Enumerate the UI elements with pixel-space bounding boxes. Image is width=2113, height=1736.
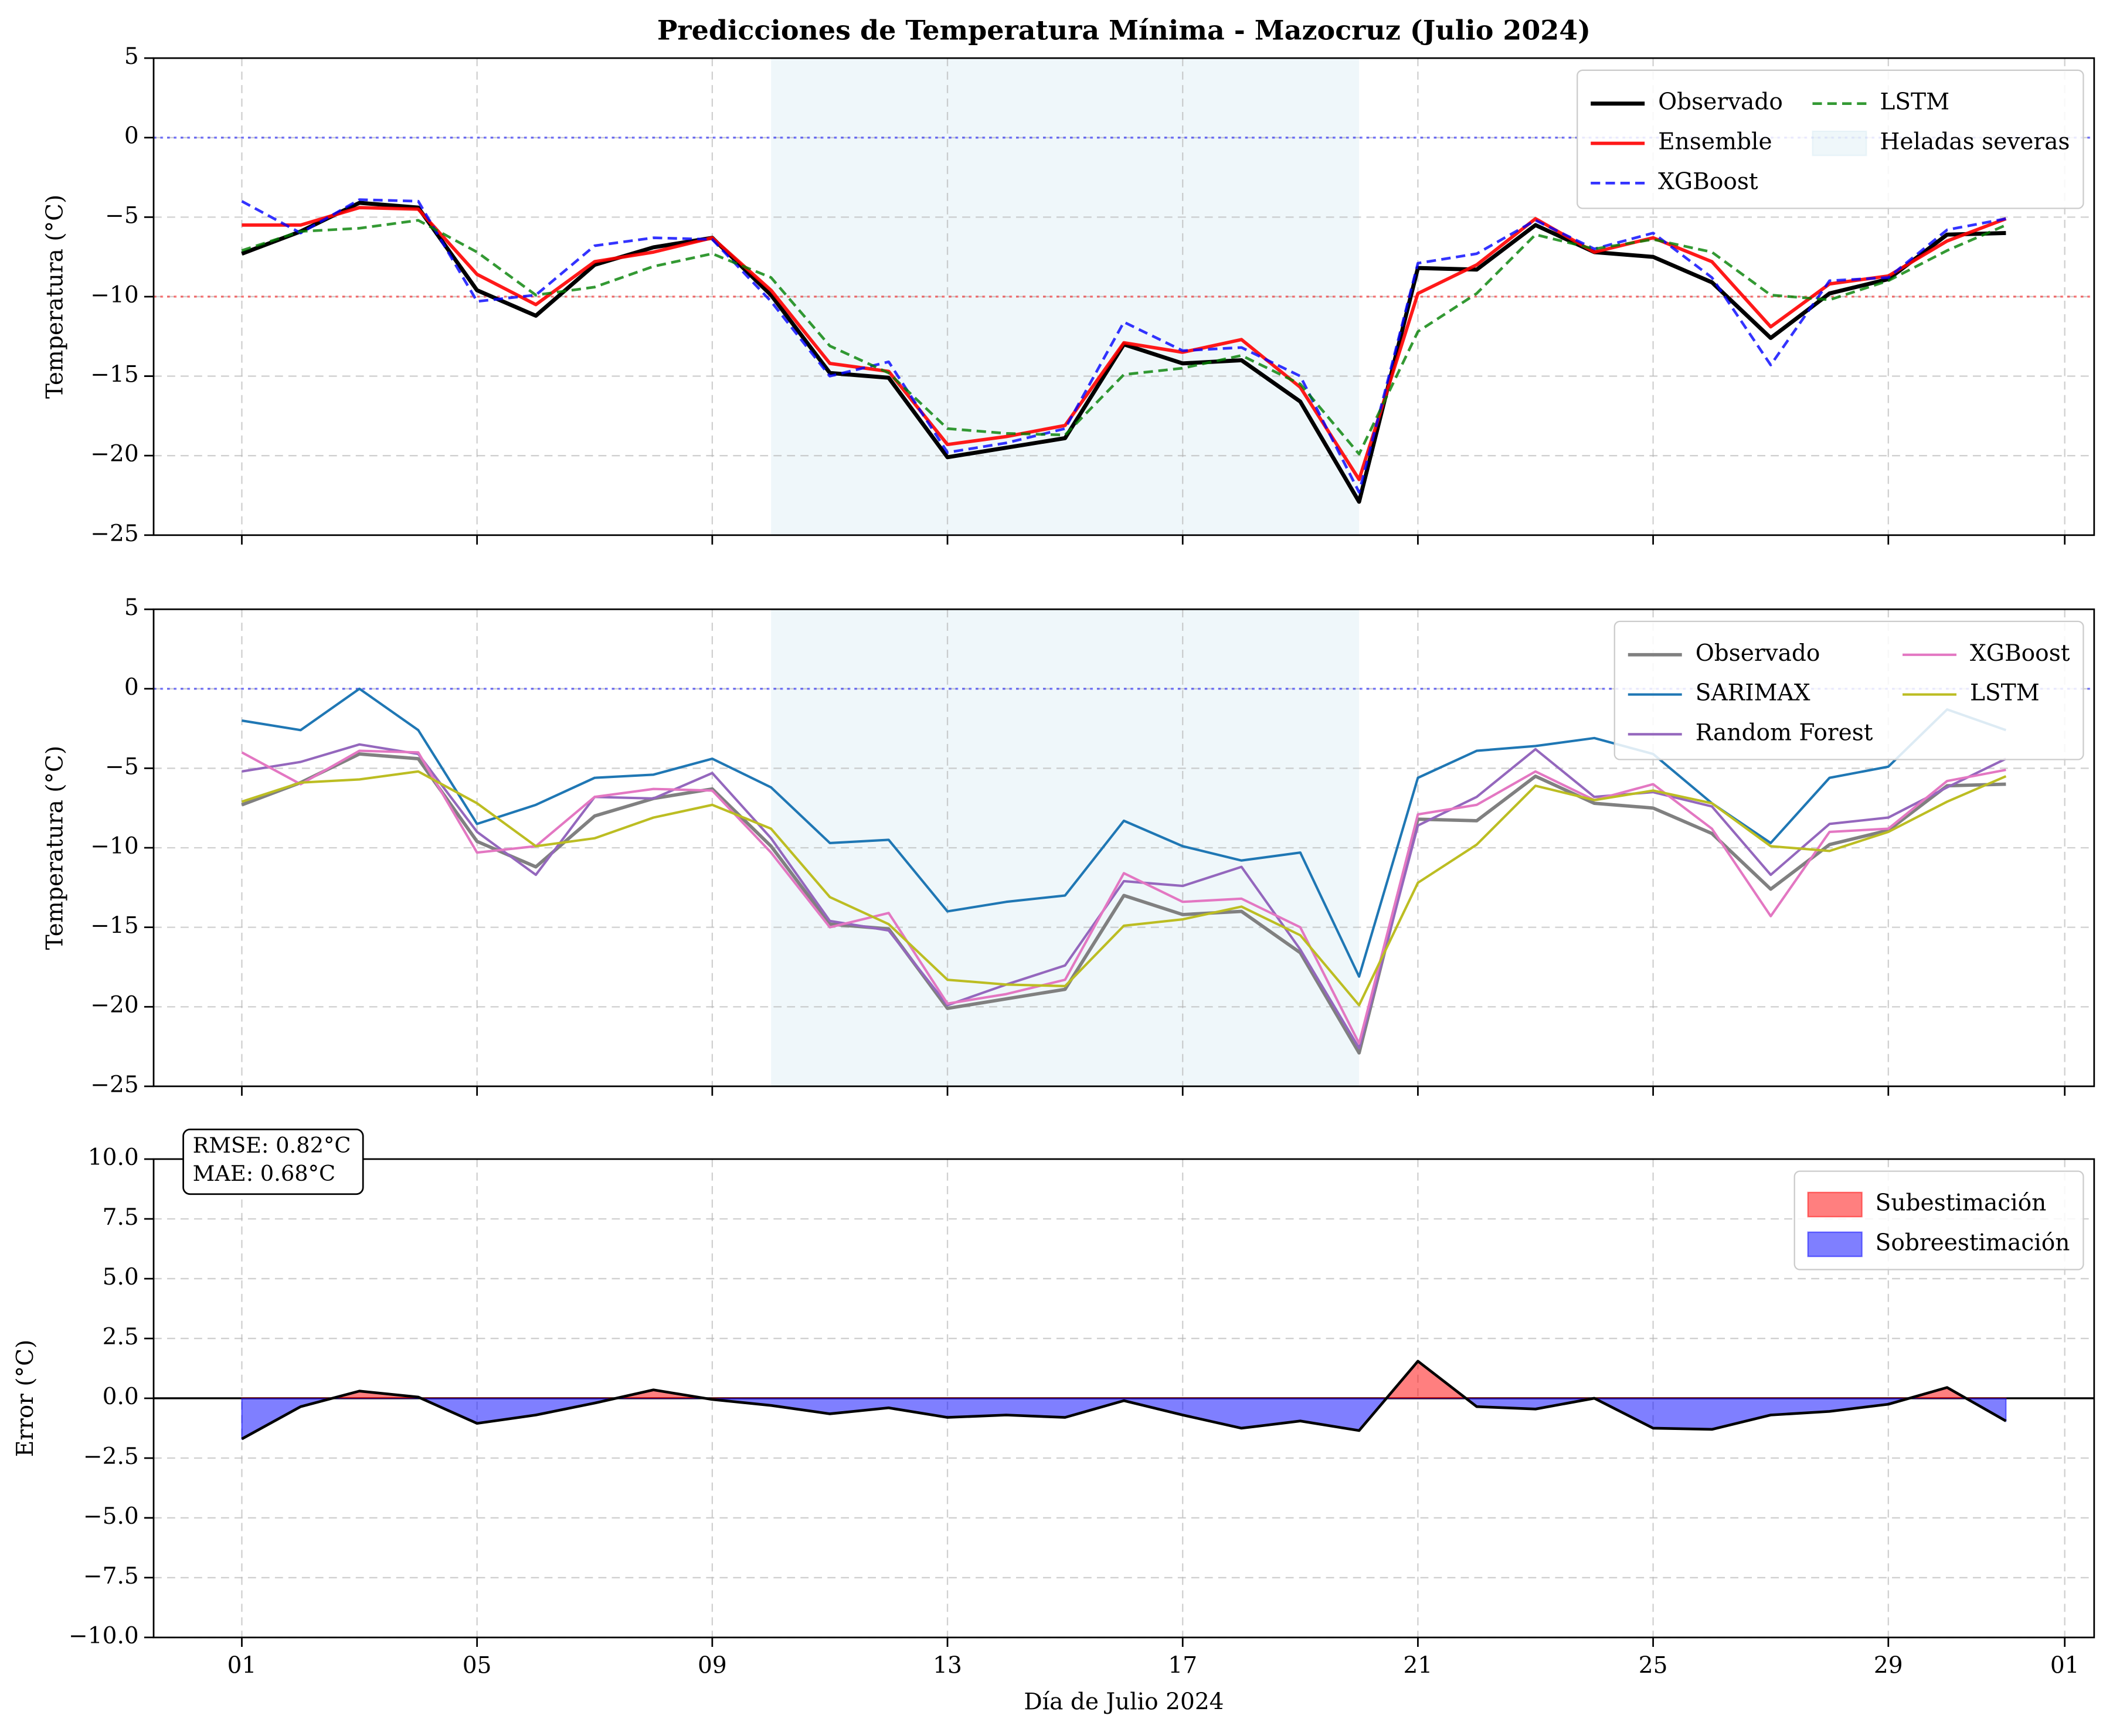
y-tick-label: 7.5 — [103, 1204, 139, 1231]
legend-frame — [1793, 1170, 2084, 1270]
series-line — [241, 219, 2007, 456]
y-tick-label: −5.0 — [83, 1503, 139, 1530]
chart-title: Predicciones de Temperatura Mínima - Maz… — [657, 14, 1591, 46]
x-tick-label: 01 — [227, 1652, 257, 1679]
y-tick-label: −5 — [105, 753, 139, 780]
legend-label: Sobreestimación — [1876, 1229, 2070, 1256]
axes-frame — [152, 608, 2095, 1088]
series-line — [241, 1360, 2007, 1441]
y-axis-label: Temperatura (°C) — [42, 195, 69, 399]
legend-label: LSTM — [1880, 89, 1949, 115]
y-tick-label: −15 — [90, 913, 138, 939]
y-tick-label: −25 — [90, 521, 138, 547]
legend-label: Ensemble — [1658, 128, 1772, 155]
y-tick-label: −20 — [90, 441, 138, 467]
legend-label: LSTM — [1970, 680, 2040, 706]
legend-handle — [1812, 130, 1867, 157]
legend-frame — [1577, 69, 2084, 209]
x-tick-label: 29 — [1874, 1652, 1903, 1679]
annotation-box — [182, 1129, 364, 1195]
series-line — [241, 770, 2007, 1007]
legend: Observado Ensemble XGBoost LSTM Heladas seve… — [1577, 69, 2084, 209]
annotation: MAE: 0.68°C — [193, 1161, 335, 1186]
legend-label: XGBoost — [1658, 168, 1758, 195]
x-tick-label: 01 — [2050, 1652, 2080, 1679]
legend: Subestimación Sobreestimación — [1793, 1170, 2084, 1270]
panel: −25 −20 −15 −10 −5 0 5 Temperatura (°C) Observad… — [42, 43, 2095, 547]
y-tick-label: −7.5 — [83, 1563, 139, 1589]
series-line — [241, 198, 2006, 494]
y-tick-label: −25 — [90, 1072, 138, 1098]
legend-label: Heladas severas — [1880, 128, 2070, 155]
x-tick-label: 17 — [1168, 1652, 1197, 1679]
x-tick-label: 09 — [698, 1652, 727, 1679]
legend-frame — [1613, 620, 2084, 760]
y-tick-label: −15 — [90, 362, 138, 388]
series-line — [242, 206, 2007, 481]
legend-label: Observado — [1658, 89, 1783, 115]
legend-label: XGBoost — [1970, 640, 2070, 667]
series-line — [241, 752, 2006, 1055]
series-line — [242, 743, 2007, 1049]
legend-label: Observado — [1696, 640, 1820, 667]
panel: −25 −20 −15 −10 −5 0 5 Temperatura (°C) Observad… — [42, 594, 2095, 1098]
y-tick-label: 0.0 — [103, 1384, 139, 1410]
y-axis-label: Error (°C) — [12, 1340, 39, 1457]
legend-label: SARIMAX — [1696, 680, 1810, 706]
y-tick-label: −10.0 — [69, 1623, 139, 1649]
annotation: RMSE: 0.82°C — [193, 1133, 351, 1158]
y-tick-label: −20 — [90, 992, 138, 1018]
y-tick-label: 10.0 — [88, 1144, 139, 1171]
x-tick-label: 25 — [1639, 1652, 1668, 1679]
axes-frame — [152, 1158, 2095, 1639]
legend-label: Subestimación — [1876, 1190, 2047, 1217]
x-axis-label: Día de Julio 2024 — [1024, 1689, 1224, 1715]
legend-handle — [1807, 1191, 1863, 1218]
y-tick-label: 0 — [124, 674, 139, 701]
y-tick-label: 5 — [124, 43, 139, 70]
y-axis-label: Temperatura (°C) — [42, 746, 69, 950]
y-tick-label: 2.5 — [103, 1324, 139, 1350]
axes-frame — [152, 57, 2095, 536]
y-tick-label: 5.0 — [103, 1264, 139, 1290]
y-tick-label: 0 — [124, 123, 139, 150]
x-tick-label: 05 — [463, 1652, 492, 1679]
y-tick-label: −10 — [90, 282, 138, 308]
panel: 01 05 09 13 17 21 25 29 01 −10.0 −7.5 −5.0 −2.5 0.0 2.… — [12, 1129, 2095, 1679]
x-tick-label: 13 — [933, 1652, 962, 1679]
y-tick-label: −5 — [105, 202, 139, 229]
y-tick-label: 5 — [124, 594, 139, 621]
y-tick-label: −2.5 — [83, 1443, 139, 1470]
x-tick-label: 21 — [1404, 1652, 1433, 1679]
y-tick-label: −10 — [90, 833, 138, 859]
legend: Observado SARIMAX Random Forest XGBoost LSTM — [1613, 620, 2084, 760]
legend-label: Random Forest — [1696, 719, 1873, 746]
legend-handle — [1807, 1231, 1863, 1258]
